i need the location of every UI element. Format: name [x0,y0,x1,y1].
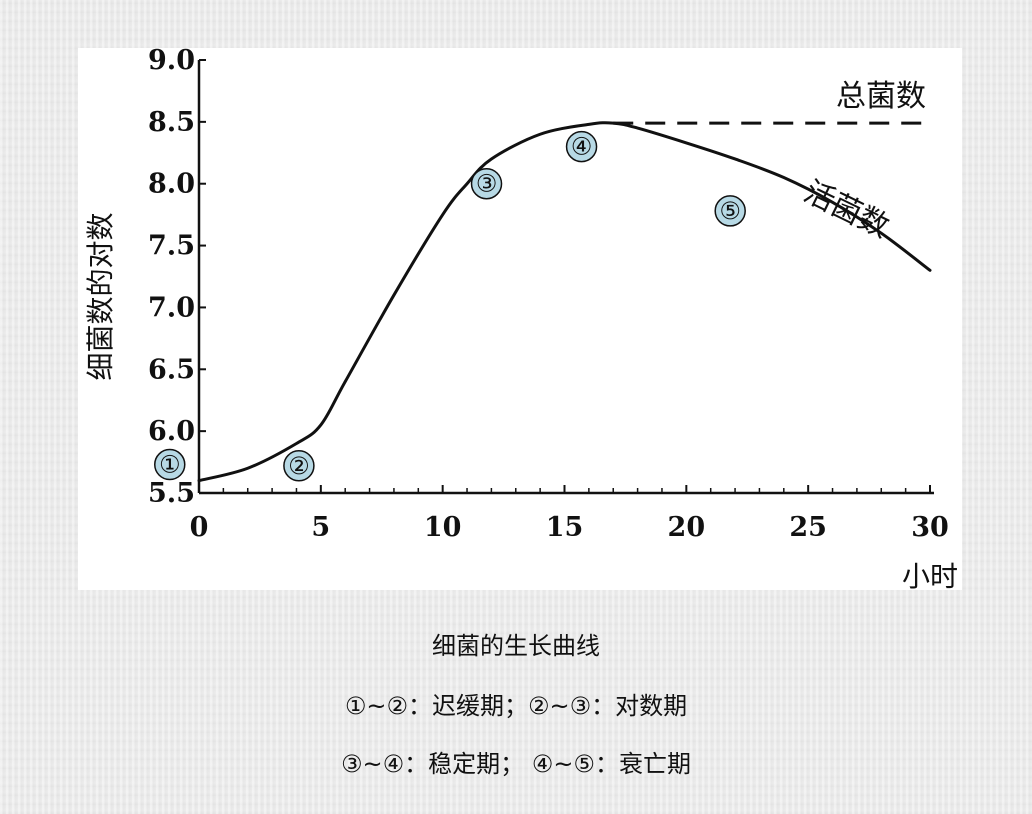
phase-marker [154,448,186,481]
y-axis-title: 细菌数的对数 [84,212,117,380]
x-tick-label: 25 [789,512,827,543]
viable-count-series-line [197,121,932,483]
y-tick-label: 6.5 [148,354,195,385]
y-tick-label: 7.0 [148,292,195,323]
caption-phase-line-2: ③~④：稳定期； ④~⑤：衰亡期 [341,750,691,778]
phase-marker-label: ② [288,452,310,480]
x-tick-label: 10 [424,512,462,543]
phase-marker [283,450,315,482]
chart-annotations: ① ② ③ ④ ⑤ [154,130,746,482]
phase-marker-label: ① [159,451,181,479]
x-tick-label: 5 [311,512,330,543]
total-count-series-label: 总菌数 [836,79,926,114]
phase-marker [714,195,746,227]
x-tick-label: 0 [190,512,209,543]
chart-labels: 5.5 6.0 6.5 7.0 7.5 8.0 8.5 9.0 0 5 10 15 20 25 30 小时 细菌… [84,48,958,590]
y-tick-label: 8.5 [148,107,195,138]
y-tick-label: 6.0 [148,416,195,447]
phase-marker-label: ③ [476,170,498,198]
y-tick-label: 8.0 [148,169,195,200]
x-tick-label: 20 [668,512,706,543]
y-tick-label: 9.0 [148,48,195,76]
chart-figure: ① ② ③ ④ ⑤ 5.5 6.0 6.5 7.0 7.5 8.0 8.5 9.0 0 5 10 15 20 25… [78,48,962,590]
phase-marker-label: ④ [571,133,593,161]
viable-count-series-label: 活菌数 [798,174,894,245]
caption-title: 细菌的生长曲线 [432,632,600,660]
x-tick-label: 30 [911,512,949,543]
y-tick-label: 5.5 [148,478,195,509]
chart-axes [197,59,934,495]
y-tick-label: 7.5 [148,231,195,262]
phase-marker [470,167,503,200]
growth-curve-chart: ① ② ③ ④ ⑤ 5.5 6.0 6.5 7.0 7.5 8.0 8.5 9.0 0 5 10 15 20 25… [84,48,958,590]
phase-marker-label: ⑤ [719,197,741,225]
phase-marker [565,130,598,163]
x-tick-label: 15 [546,512,584,543]
chart-series [197,121,932,483]
x-axis-title: 小时 [902,560,958,590]
caption-phase-line-1: ①~②：迟缓期；②~③：对数期 [344,692,688,720]
